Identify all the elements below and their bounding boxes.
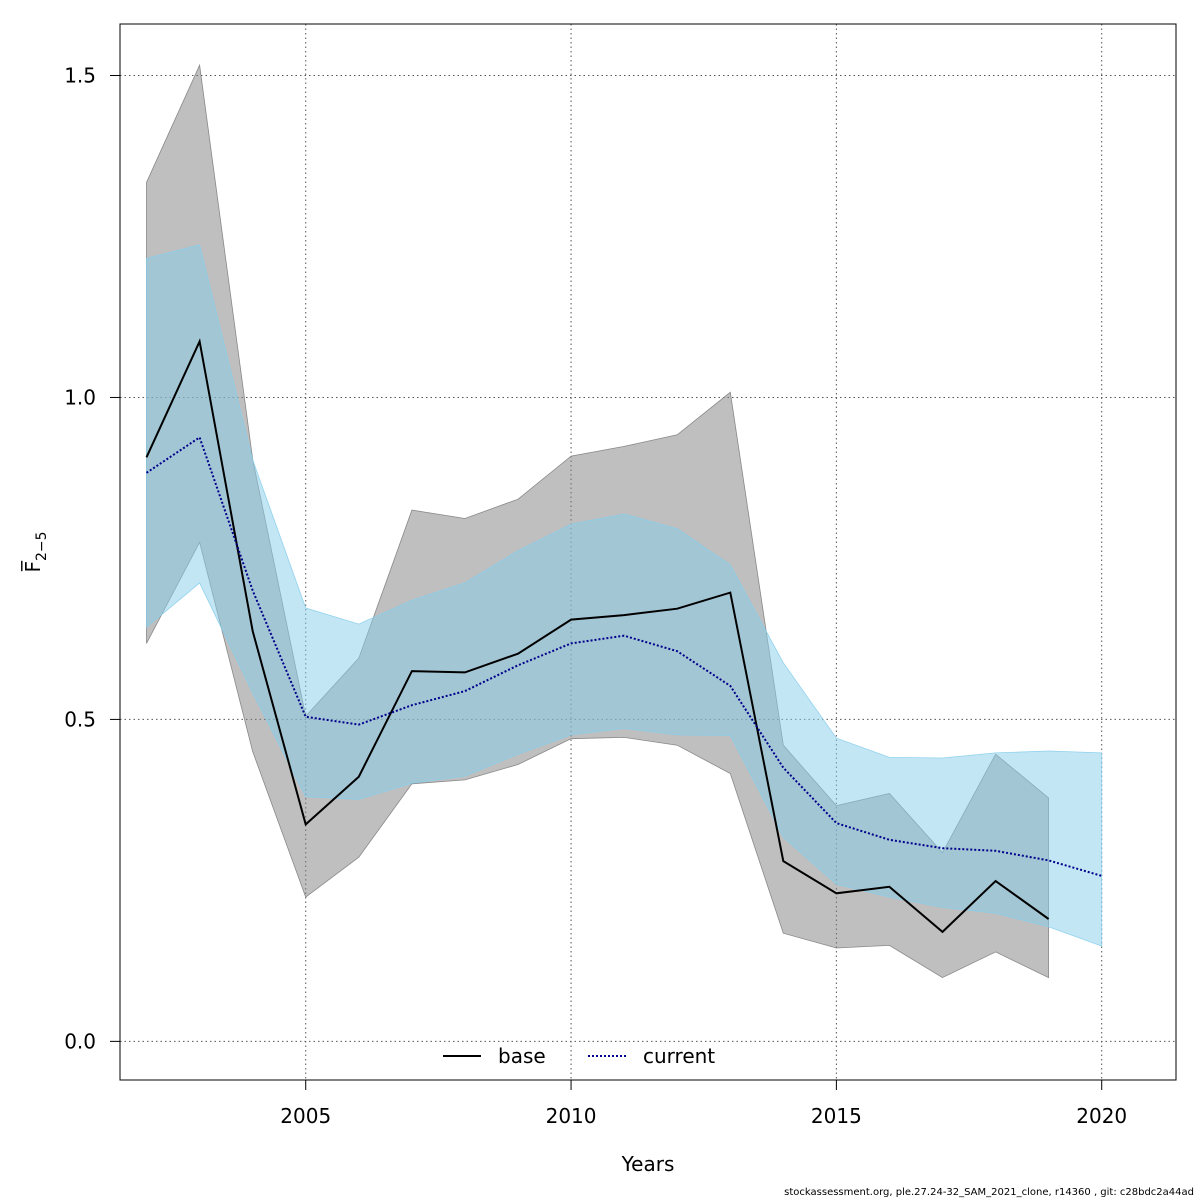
x-tick-label: 2020: [1076, 1104, 1127, 1128]
y-tick-label: 1.0: [64, 385, 96, 409]
x-tick-label: 2010: [546, 1104, 597, 1128]
line-current: [145, 435, 1102, 877]
y-tick-label: 0.5: [64, 707, 96, 731]
x-tick-label: 2005: [280, 1104, 331, 1128]
legend: base current: [443, 1044, 715, 1068]
series-lines: [145, 338, 1102, 934]
y-axis-title: F̅2−5: [20, 531, 50, 572]
footer-note: stockassessment.org, ple.27.24-32_SAM_20…: [784, 1187, 1194, 1198]
band-current: [146, 244, 1103, 947]
x-axis: 2005 2010 2015 2020: [280, 1080, 1127, 1128]
y-axis-title-main: F̅: [20, 560, 45, 573]
svg-text:F̅2−5: F̅2−5: [20, 531, 50, 572]
legend-label-current: current: [643, 1044, 715, 1068]
x-tick-label: 2015: [811, 1104, 862, 1128]
y-axis-title-subscript: 2−5: [34, 531, 50, 561]
plot-frame: [119, 23, 1177, 1081]
x-axis-title: Years: [621, 1152, 675, 1176]
y-tick-label: 1.5: [64, 64, 96, 88]
y-axis: 0.0 0.5 1.0 1.5: [64, 64, 120, 1053]
line-base: [145, 338, 1050, 934]
legend-label-base: base: [498, 1044, 546, 1068]
y-tick-label: 0.0: [64, 1029, 96, 1053]
